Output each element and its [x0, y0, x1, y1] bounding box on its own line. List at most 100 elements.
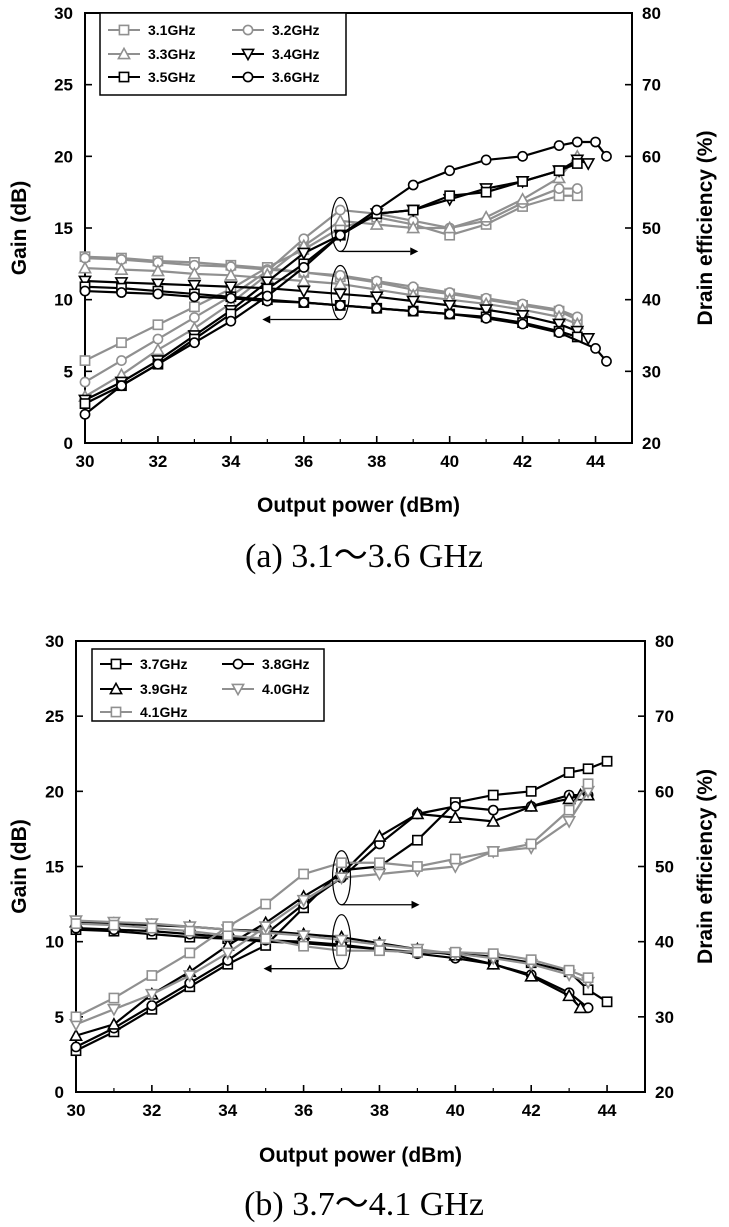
data-point-gain	[146, 922, 158, 934]
data-point-gain	[515, 310, 530, 323]
data-point-efficiency	[525, 785, 537, 797]
x-tick-label: 38	[370, 1101, 389, 1120]
data-point-efficiency	[372, 829, 387, 842]
data-point-gain	[601, 355, 612, 367]
data-point-efficiency	[525, 838, 537, 850]
y2-axis-label: Drain efficiency (%)	[694, 131, 717, 326]
legend-box	[91, 648, 325, 722]
x-tick-label: 44	[598, 1101, 617, 1120]
series-line-efficiency	[75, 760, 608, 1052]
legend-label: 3.5GHz	[148, 69, 195, 85]
x-tick-label: 32	[142, 1101, 161, 1120]
data-point-efficiency	[70, 1041, 82, 1053]
legend-marker	[231, 683, 245, 697]
figure-caption: (a) 3.1～3.6 GHz	[245, 538, 483, 575]
data-point-efficiency	[116, 337, 127, 349]
data-point-efficiency	[562, 815, 577, 829]
legend-marker	[241, 48, 255, 62]
y-tick-label: 10	[45, 933, 64, 952]
data-point-efficiency	[479, 209, 494, 223]
data-point-gain	[78, 260, 92, 274]
x-axis-label: Output power (dBm)	[259, 1144, 462, 1167]
data-point-gain	[223, 268, 238, 281]
data-point-gain	[480, 312, 492, 324]
legend-item: 3.4GHz	[232, 46, 319, 62]
data-point-gain	[188, 291, 200, 303]
x-tick-label: 32	[148, 452, 167, 471]
data-point-gain	[374, 945, 385, 957]
data-point-efficiency	[480, 154, 492, 166]
legend-marker	[110, 658, 122, 670]
legend: 3.1GHz 3.2GHz 3.3GHz 3.4GHz 3.5GHz 3.6GHz	[99, 12, 347, 96]
data-point-efficiency	[411, 861, 423, 872]
data-point-gain	[517, 318, 528, 330]
data-point-gain	[108, 919, 120, 931]
data-point-gain	[70, 918, 82, 930]
data-point-efficiency	[106, 1003, 121, 1017]
x-tick-label: 44	[586, 452, 605, 471]
data-point-efficiency	[563, 767, 575, 778]
data-point-efficiency	[442, 220, 457, 234]
series-line-efficiency	[75, 793, 589, 1037]
legend: 3.7GHz 3.8GHz 3.9GHz 4.0GHz 4.1GHz	[91, 648, 325, 722]
data-point-efficiency	[261, 290, 273, 302]
data-point-efficiency	[487, 804, 499, 816]
y-axis-label: Gain (dB)	[8, 819, 31, 914]
data-point-efficiency	[152, 358, 164, 370]
y2-tick-label: 70	[642, 76, 661, 95]
data-point-efficiency	[152, 333, 164, 345]
x-tick-label: 36	[294, 1101, 313, 1120]
data-point-gain	[333, 288, 348, 302]
legend-marker	[232, 658, 244, 670]
legend-marker	[242, 71, 254, 83]
data-point-gain	[184, 925, 196, 937]
data-point-efficiency	[486, 814, 501, 827]
data-point-gain	[411, 946, 423, 958]
data-point-efficiency	[581, 158, 596, 171]
data-point-efficiency	[334, 872, 349, 886]
legend-label: 3.7GHz	[140, 656, 187, 672]
legend-item: 3.7GHz	[100, 656, 187, 672]
data-point-efficiency	[116, 380, 127, 392]
y-tick-label: 0	[64, 434, 73, 453]
data-point-gain	[406, 295, 421, 309]
data-point-efficiency	[448, 810, 463, 824]
y-tick-label: 25	[45, 707, 64, 726]
data-point-efficiency	[116, 355, 127, 366]
legend-marker	[109, 681, 123, 695]
data-point-efficiency	[449, 853, 461, 865]
y-axis-label: Gain (dB)	[8, 181, 31, 276]
data-point-gain	[150, 278, 165, 292]
y-tick-label: 20	[45, 782, 64, 801]
legend-label: 3.6GHz	[272, 69, 319, 85]
data-point-gain	[524, 968, 539, 982]
data-point-gain	[334, 299, 346, 311]
data-point-efficiency	[182, 970, 197, 983]
data-point-efficiency	[515, 192, 530, 205]
x-tick-label: 40	[440, 452, 459, 471]
data-point-gain	[573, 1000, 588, 1014]
legend-item: 3.9GHz	[100, 681, 187, 697]
data-point-gain	[187, 266, 202, 280]
data-point-gain	[296, 285, 311, 299]
data-point-efficiency	[517, 150, 528, 162]
legend-item: 4.1GHz	[100, 704, 187, 720]
data-point-gain	[552, 318, 567, 332]
data-point-efficiency	[582, 763, 594, 775]
data-point-efficiency	[582, 778, 594, 790]
legend-marker	[242, 24, 254, 36]
legend-marker	[118, 71, 130, 83]
data-point-gain	[79, 285, 91, 297]
data-point-gain	[449, 946, 461, 958]
chart-panel-b: 30 32 34 36 38 40 42 44 0 5 10 15 20 25 30 20 30 40 50 60 70…	[8, 632, 717, 1223]
x-tick-label: 36	[294, 452, 313, 471]
data-point-efficiency	[106, 1017, 121, 1030]
data-point-efficiency	[407, 204, 419, 216]
x-tick-label: 30	[67, 1101, 86, 1120]
legend-label: 3.9GHz	[140, 681, 187, 697]
y2-tick-label: 80	[642, 4, 661, 23]
data-point-gain	[296, 273, 311, 287]
legend-item: 3.6GHz	[232, 69, 319, 85]
chart-panel-a: 30 32 34 36 38 40 42 44 0 5 10 15 20 25 30 20 30 40 50 60 70…	[8, 4, 717, 575]
legend-label: 4.0GHz	[262, 681, 309, 697]
